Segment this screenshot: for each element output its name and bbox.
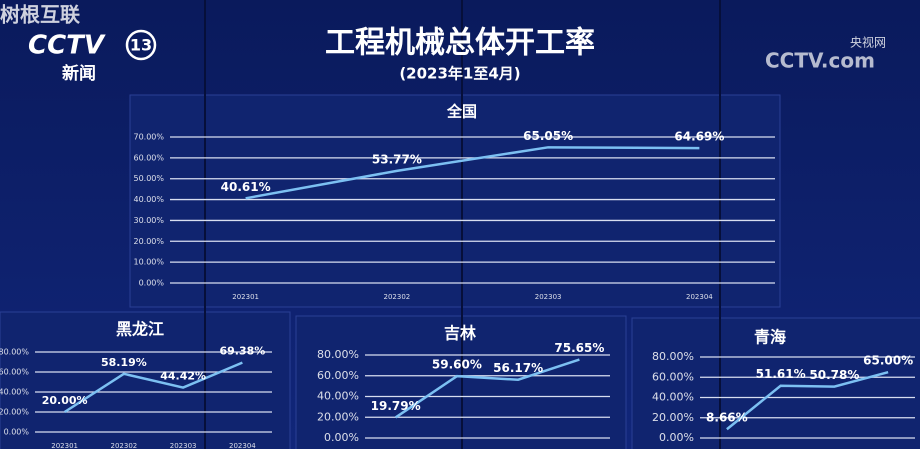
value-label: 65.00% — [863, 354, 913, 368]
data-line — [63, 361, 243, 414]
y-tick-label: 30.00% — [133, 216, 164, 225]
x-tick-label: 202301 — [232, 293, 259, 301]
chart-title: 全国 — [446, 103, 477, 121]
value-label: 8.66% — [706, 411, 748, 425]
value-label: 20.00% — [42, 394, 88, 407]
data-line — [394, 358, 580, 419]
x-tick-label: 202303 — [170, 442, 197, 449]
value-label: 40.61% — [221, 180, 271, 194]
value-label: 44.42% — [160, 370, 206, 383]
y-tick-label: 50.00% — [133, 174, 164, 183]
x-tick-label: 202304 — [686, 293, 713, 301]
value-label: 56.17% — [493, 361, 543, 375]
y-tick-label: 0.00% — [324, 431, 359, 444]
panel — [631, 317, 920, 449]
x-tick-label: 202302 — [111, 442, 138, 449]
y-tick-label: 0.00% — [139, 279, 165, 288]
value-label: 50.78% — [809, 368, 859, 382]
screen-seams — [204, 0, 721, 449]
y-tick-label: 80.00% — [0, 348, 29, 357]
y-tick-label: 40.00% — [133, 195, 164, 204]
y-tick-label: 20.00% — [133, 237, 164, 246]
site-name: 央视网 — [850, 35, 886, 50]
y-tick-label: 40.00% — [317, 390, 359, 403]
y-tick-label: 10.00% — [133, 258, 164, 267]
y-tick-label: 80.00% — [317, 348, 359, 361]
chart-title: 青海 — [754, 328, 786, 347]
data-line — [726, 370, 889, 431]
x-tick-label: 202303 — [535, 293, 562, 301]
site-logo: CCTV.com — [765, 49, 875, 73]
value-label: 69.38% — [219, 345, 265, 358]
y-tick-label: 70.00% — [133, 133, 164, 142]
panel — [0, 311, 291, 449]
channel-number: 13 — [130, 36, 152, 55]
y-tick-label: 40.00% — [652, 391, 694, 404]
page-title: 工程机械总体开工率 — [325, 26, 595, 61]
value-label: 58.19% — [101, 356, 147, 369]
y-tick-label: 20.00% — [317, 410, 359, 423]
page-subtitle: (2023年1至4月) — [399, 65, 520, 83]
panel — [129, 94, 781, 308]
x-tick-label: 202302 — [384, 293, 411, 301]
value-label: 75.65% — [554, 341, 604, 355]
value-label: 59.60% — [432, 358, 482, 372]
chart-title: 黑龙江 — [116, 320, 164, 339]
channel-name: 新闻 — [62, 63, 96, 84]
y-tick-label: 60.00% — [652, 370, 694, 383]
y-tick-label: 80.00% — [652, 350, 694, 363]
y-tick-label: 60.00% — [133, 153, 164, 162]
value-label: 65.05% — [523, 129, 573, 143]
y-tick-label: 60.00% — [317, 369, 359, 382]
channel-badge — [125, 29, 157, 61]
channel-logo: CCTV — [28, 31, 106, 61]
y-tick-label: 20.00% — [652, 411, 694, 424]
partner-logo: 树根互联 — [0, 3, 80, 27]
value-label: 64.69% — [674, 130, 724, 144]
x-tick-label: 202301 — [51, 442, 78, 449]
chart-title: 吉林 — [444, 324, 476, 343]
y-tick-label: 60.00% — [0, 368, 29, 377]
data-line — [245, 146, 700, 200]
x-tick-label: 202304 — [229, 442, 256, 449]
y-tick-label: 40.00% — [0, 388, 29, 397]
value-label: 53.77% — [372, 152, 422, 166]
value-label: 51.61% — [756, 367, 806, 381]
value-label: 19.79% — [371, 399, 421, 413]
y-tick-label: 0.00% — [4, 428, 30, 437]
y-tick-label: 0.00% — [659, 431, 694, 444]
y-tick-label: 20.00% — [0, 408, 29, 417]
